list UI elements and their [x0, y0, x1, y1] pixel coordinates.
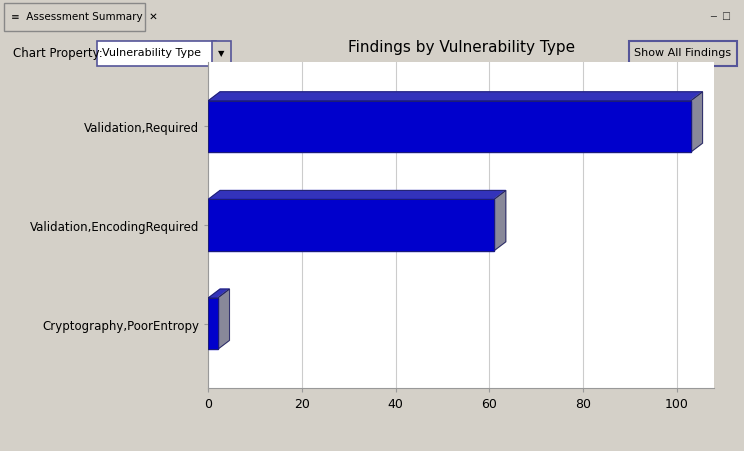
Text: ─  ☐: ─ ☐: [711, 12, 731, 22]
Polygon shape: [208, 92, 702, 101]
Polygon shape: [208, 191, 506, 200]
Polygon shape: [208, 200, 494, 251]
FancyBboxPatch shape: [629, 41, 737, 66]
Polygon shape: [208, 101, 691, 153]
FancyBboxPatch shape: [97, 41, 216, 66]
Polygon shape: [691, 92, 702, 153]
Text: Show All Findings: Show All Findings: [635, 48, 731, 58]
Title: Findings by Vulnerability Type: Findings by Vulnerability Type: [347, 40, 575, 55]
Polygon shape: [208, 290, 229, 298]
Text: ▼: ▼: [218, 49, 225, 57]
FancyBboxPatch shape: [4, 5, 145, 32]
Text: Vulnerability Type: Vulnerability Type: [102, 48, 201, 58]
FancyBboxPatch shape: [212, 41, 231, 66]
Polygon shape: [494, 191, 506, 251]
Polygon shape: [208, 298, 218, 350]
Polygon shape: [218, 290, 229, 350]
Text: Chart Property:: Chart Property:: [13, 46, 103, 60]
Text: ≡  Assessment Summary  ✕: ≡ Assessment Summary ✕: [11, 12, 158, 22]
